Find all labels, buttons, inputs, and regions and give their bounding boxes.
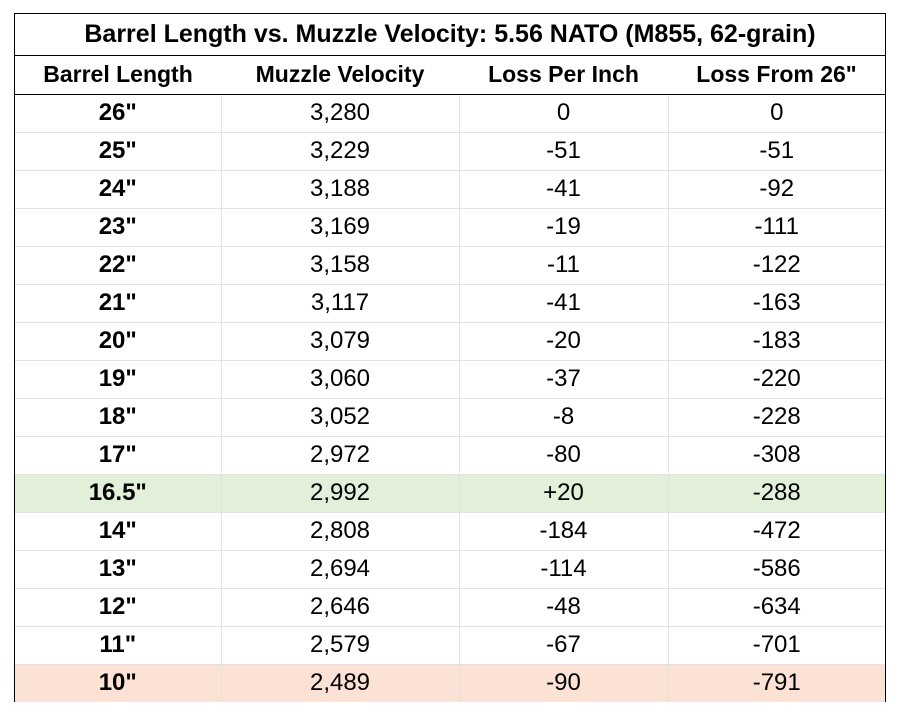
table-body: 26" 3,280 0 0 25" 3,229 -51 -51 24" 3,188 -41 -92 23… xyxy=(15,94,885,702)
cell-muzzle-velocity: 3,169 xyxy=(221,208,460,247)
header-muzzle-velocity: Muzzle Velocity xyxy=(221,56,459,95)
table-row: 10" 2,489 -90 -791 xyxy=(15,664,885,702)
table-row: 14" 2,808 -184 -472 xyxy=(15,512,885,551)
cell-loss-per-inch: +20 xyxy=(459,474,669,513)
table-row: 19" 3,060 -37 -220 xyxy=(15,360,885,399)
cell-loss-from-26: -791 xyxy=(752,669,801,697)
cell-muzzle-velocity: 2,579 xyxy=(221,626,460,665)
cell-loss-from-26: -183 xyxy=(668,322,885,361)
cell-loss-per-inch: -51 xyxy=(459,132,669,171)
table-row: 18" 3,052 -8 -228 xyxy=(15,398,885,437)
cell-loss-per-inch: -48 xyxy=(459,588,669,627)
cell-loss-per-inch: -19 xyxy=(459,208,669,247)
cell-barrel-length: 16.5" xyxy=(15,474,222,513)
cell-loss-from-26: -308 xyxy=(668,436,885,475)
cell-barrel-length: 19" xyxy=(15,360,222,399)
cell-loss-from-26: -122 xyxy=(668,246,885,285)
cell-barrel-length: 21" xyxy=(15,284,222,323)
cell-loss-per-inch: -80 xyxy=(459,436,669,475)
cell-barrel-length: 25" xyxy=(15,132,222,171)
table-row: 12" 2,646 -48 -634 xyxy=(15,588,885,627)
cell-muzzle-velocity: 2,972 xyxy=(221,436,460,475)
velocity-table-sheet: Barrel Length vs. Muzzle Velocity: 5.56 … xyxy=(14,13,886,702)
cell-barrel-length: 24" xyxy=(15,170,222,209)
cell-barrel-length: 23" xyxy=(15,208,222,247)
cell-muzzle-velocity: 3,117 xyxy=(221,284,460,323)
cell-loss-from-26: -51 xyxy=(668,132,885,171)
table-row: 16.5" 2,992 +20 -288 xyxy=(15,474,885,513)
cell-loss-from-26: -472 xyxy=(668,512,885,551)
header-loss-per-inch: Loss Per Inch xyxy=(459,56,668,95)
cell-loss-from-26: -288 xyxy=(668,474,885,513)
cell-loss-per-inch: -11 xyxy=(459,246,669,285)
table-row: 23" 3,169 -19 -111 xyxy=(15,208,885,247)
table-row: 13" 2,694 -114 -586 xyxy=(15,550,885,589)
cell-muzzle-velocity: 2,808 xyxy=(221,512,460,551)
cell-barrel-length: 10" xyxy=(15,664,222,702)
cell-loss-from-26: -220 xyxy=(668,360,885,399)
table-row: 26" 3,280 0 0 xyxy=(15,94,885,133)
cell-muzzle-velocity: 2,992 xyxy=(221,474,460,513)
cell-loss-from-26: -701 xyxy=(668,626,885,665)
cell-muzzle-velocity: 3,188 xyxy=(221,170,460,209)
cell-barrel-length: 26" xyxy=(15,94,222,133)
table-title: Barrel Length vs. Muzzle Velocity: 5.56 … xyxy=(15,14,885,56)
table-row: 17" 2,972 -80 -308 xyxy=(15,436,885,475)
table-row: 25" 3,229 -51 -51 xyxy=(15,132,885,171)
cell-loss-per-inch: -184 xyxy=(459,512,669,551)
cell-muzzle-velocity: 3,079 xyxy=(221,322,460,361)
cell-barrel-length: 14" xyxy=(15,512,222,551)
table-row: 24" 3,188 -41 -92 xyxy=(15,170,885,209)
header-loss-from-26: Loss From 26" xyxy=(668,56,885,95)
cell-barrel-length: 12" xyxy=(15,588,222,627)
cell-loss-from-26: -111 xyxy=(668,208,885,247)
table-row: 22" 3,158 -11 -122 xyxy=(15,246,885,285)
cell-muzzle-velocity: 2,694 xyxy=(221,550,460,589)
cell-barrel-length: 18" xyxy=(15,398,222,437)
cell-barrel-length: 13" xyxy=(15,550,222,589)
cell-loss-per-inch: -20 xyxy=(459,322,669,361)
cell-loss-from-26: -92 xyxy=(668,170,885,209)
cell-loss-per-inch: 0 xyxy=(459,94,669,133)
cell-loss-per-inch: -37 xyxy=(459,360,669,399)
cell-muzzle-velocity: 2,489 xyxy=(221,664,460,702)
cell-barrel-length: 11" xyxy=(15,626,222,665)
cell-muzzle-velocity: 3,060 xyxy=(221,360,460,399)
cell-loss-per-inch: -41 xyxy=(459,170,669,209)
table-row: 20" 3,079 -20 -183 xyxy=(15,322,885,361)
cell-loss-per-inch: -67 xyxy=(459,626,669,665)
cell-loss-from-26: -634 xyxy=(668,588,885,627)
cell-muzzle-velocity: 3,229 xyxy=(221,132,460,171)
cell-muzzle-velocity: 3,280 xyxy=(221,94,460,133)
cell-barrel-length: 17" xyxy=(15,436,222,475)
cell-loss-from-26: -163 xyxy=(668,284,885,323)
cell-muzzle-velocity: 2,646 xyxy=(221,588,460,627)
cell-barrel-length: 20" xyxy=(15,322,222,361)
velocity-table: Barrel Length Muzzle Velocity Loss Per I… xyxy=(15,56,885,702)
cell-loss-from-26: -586 xyxy=(668,550,885,589)
cell-loss-per-inch: -41 xyxy=(459,284,669,323)
cell-loss-per-inch: -114 xyxy=(459,550,669,589)
cell-barrel-length: 22" xyxy=(15,246,222,285)
cell-muzzle-velocity: 3,052 xyxy=(221,398,460,437)
cell-loss-per-inch: -8 xyxy=(459,398,669,437)
table-row: 11" 2,579 -67 -701 xyxy=(15,626,885,665)
table-row: 21" 3,117 -41 -163 xyxy=(15,284,885,323)
cell-muzzle-velocity: 3,158 xyxy=(221,246,460,285)
cell-loss-per-inch: -90 xyxy=(459,664,669,702)
cell-loss-from-26: -228 xyxy=(668,398,885,437)
header-row: Barrel Length Muzzle Velocity Loss Per I… xyxy=(15,56,885,95)
header-barrel-length: Barrel Length xyxy=(15,56,221,95)
cell-loss-from-26: 0 xyxy=(668,94,885,133)
